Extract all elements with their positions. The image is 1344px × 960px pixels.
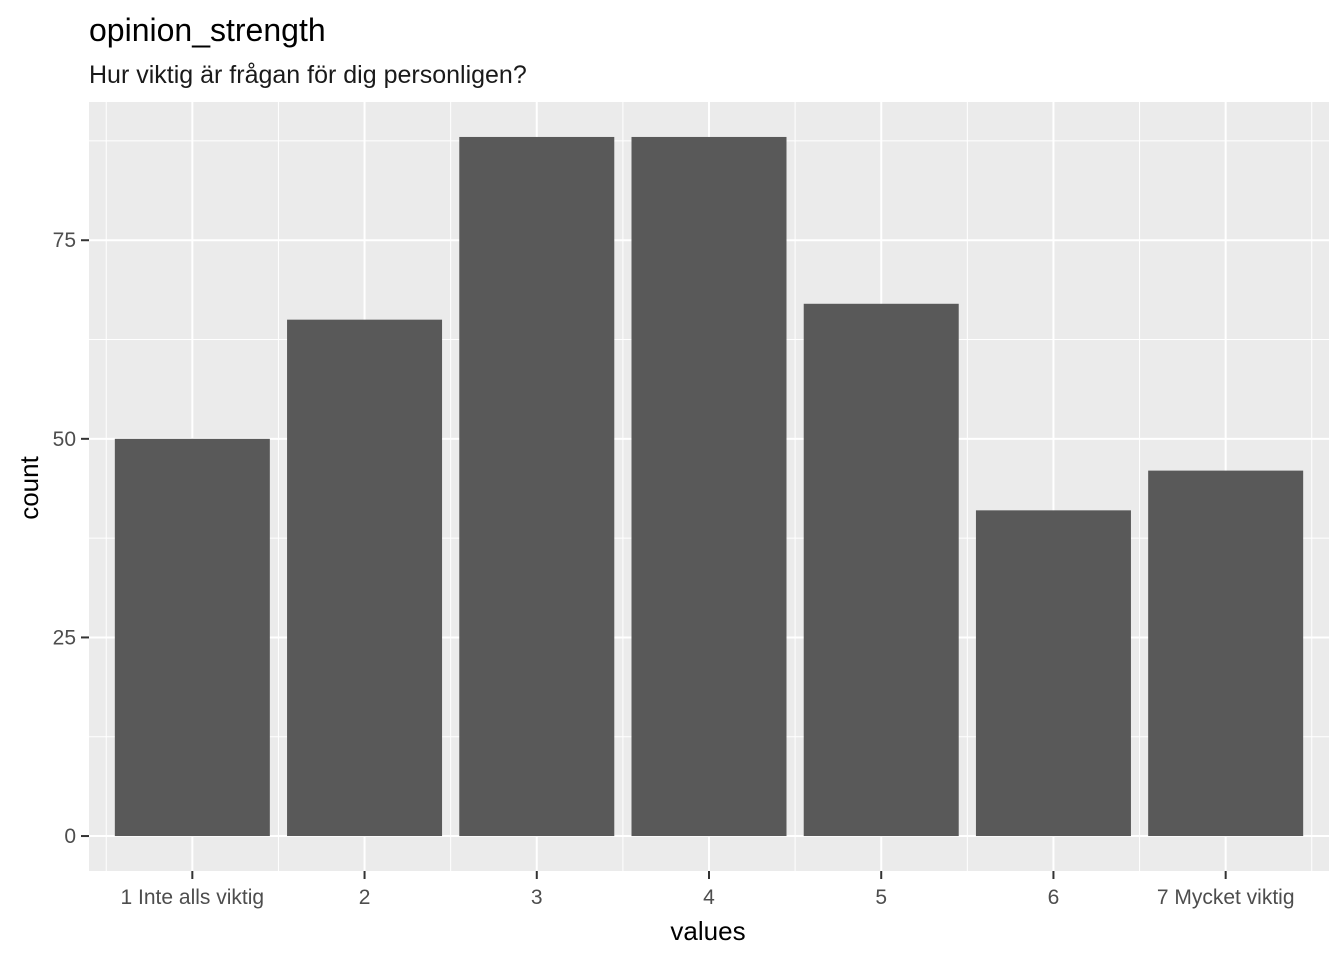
x-tick-label: 2 — [359, 886, 371, 909]
y-axis-title: count — [14, 455, 44, 519]
y-tick-label: 50 — [53, 428, 76, 451]
x-tick-label: 1 Inte alls viktig — [121, 886, 265, 909]
y-axis: 0 25 50 75 — [53, 229, 89, 848]
bar — [1148, 470, 1304, 837]
x-tick-label: 7 Mycket viktig — [1157, 886, 1295, 909]
y-tick-label: 0 — [64, 825, 76, 848]
bar — [114, 438, 270, 837]
x-tick-label: 3 — [531, 886, 543, 909]
y-tick-label: 75 — [53, 229, 76, 252]
bar — [975, 510, 1131, 837]
chart-subtitle: Hur viktig är frågan för dig personligen… — [89, 61, 527, 89]
bar — [459, 136, 615, 837]
x-axis: 1 Inte alls viktig 2 3 4 5 6 7 Mycket viktig — [121, 871, 1295, 909]
bars — [114, 136, 1304, 837]
x-tick-label: 5 — [875, 886, 887, 909]
x-axis-title: values — [670, 916, 745, 946]
chart-title: opinion_strength — [89, 12, 326, 48]
bar — [287, 319, 443, 837]
y-tick-label: 25 — [53, 626, 76, 649]
bar — [803, 303, 959, 837]
x-tick-label: 6 — [1048, 886, 1060, 909]
x-tick-label: 4 — [703, 886, 715, 909]
bar — [631, 136, 787, 837]
